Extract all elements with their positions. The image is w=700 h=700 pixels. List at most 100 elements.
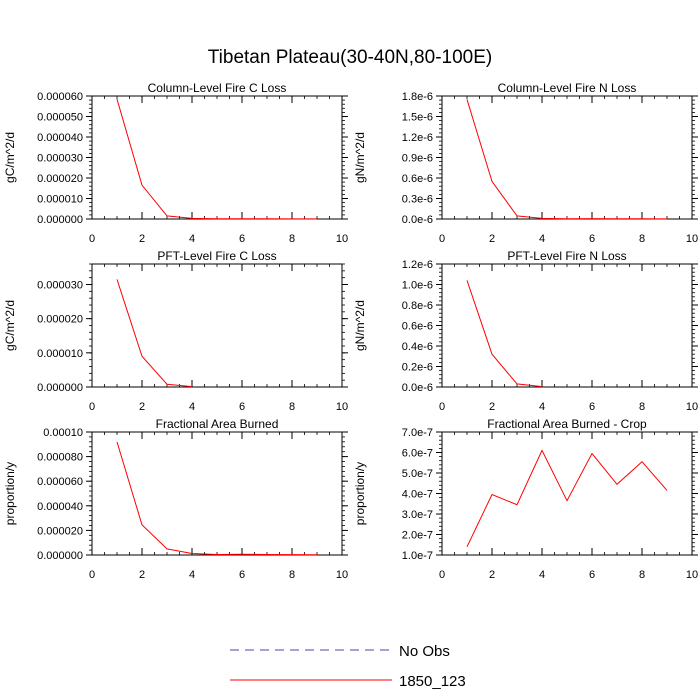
y-tick-label: 1.5e-6: [402, 112, 433, 124]
x-tick-label: 0: [89, 233, 95, 245]
x-tick-label: 8: [289, 569, 295, 581]
x-tick-label: 4: [189, 569, 195, 581]
plot-frame: [441, 431, 693, 556]
y-tick-label: 0.000000: [37, 214, 83, 226]
y-tick-label: 0.3e-6: [402, 194, 433, 206]
x-tick-label: 6: [589, 233, 595, 245]
y-tick-label: 1.2e-6: [402, 259, 433, 271]
x-tick-label: 10: [686, 569, 698, 581]
y-tick-label: 0.9e-6: [402, 153, 433, 165]
y-axis-label: gN/m^2/d: [353, 132, 367, 183]
chart-panel-6: Fractional Area Burned - Crop proportion/…: [353, 417, 698, 581]
x-tick-label: 0: [89, 569, 95, 581]
legend: No Obs 1850_123: [230, 643, 466, 690]
plot-frame: [91, 95, 343, 220]
chart-title: PFT-Level Fire N Loss: [507, 249, 626, 263]
y-tick-label: 0.000040: [37, 501, 83, 513]
chart-title: Column-Level Fire N Loss: [498, 81, 637, 95]
y-tick-label: 0.000020: [37, 314, 83, 326]
series-line-1850-123: [116, 98, 318, 220]
chart-panel-1: Column-Level Fire C Loss gC/m^2/d 0 2 4 6 8 10 0…: [3, 81, 348, 245]
y-tick-label: 0.2e-6: [402, 362, 433, 374]
x-tick-label: 10: [336, 401, 348, 413]
x-tick-label: 10: [336, 233, 348, 245]
x-tick-label: 6: [239, 569, 245, 581]
x-tick-label: 6: [239, 233, 245, 245]
plot-frame: [91, 431, 343, 556]
y-axis-label: gC/m^2/d: [3, 300, 17, 351]
x-tick-label: 2: [139, 233, 145, 245]
legend-label-1: No Obs: [399, 643, 450, 660]
y-tick-label: 1.8e-6: [402, 91, 433, 103]
y-tick-label: 4.0e-7: [402, 489, 433, 501]
legend-label-2: 1850_123: [399, 673, 466, 690]
plot-frame: [441, 95, 693, 220]
x-tick-label: 8: [639, 233, 645, 245]
y-tick-label: 0.000060: [37, 91, 83, 103]
x-tick-label: 8: [639, 569, 645, 581]
x-tick-label: 2: [139, 401, 145, 413]
y-tick-label: 0.000000: [37, 550, 83, 562]
y-tick-label: 0.0e-6: [402, 382, 433, 394]
y-axis-label: proportion/y: [3, 462, 17, 525]
y-tick-label: 0.6e-6: [402, 321, 433, 333]
y-tick-label: 1.0e-7: [402, 550, 433, 562]
x-tick-label: 2: [489, 233, 495, 245]
y-axis-label: gC/m^2/d: [3, 132, 17, 183]
x-tick-label: 2: [489, 401, 495, 413]
x-tick-label: 0: [439, 401, 445, 413]
y-tick-label: 6.0e-7: [402, 448, 433, 460]
y-tick-label: 2.0e-7: [402, 530, 433, 542]
y-tick-label: 1.2e-6: [402, 132, 433, 144]
x-tick-label: 10: [686, 233, 698, 245]
x-tick-label: 4: [189, 401, 195, 413]
x-tick-label: 2: [139, 569, 145, 581]
chart-title: Column-Level Fire C Loss: [148, 81, 287, 95]
y-tick-label: 0.000000: [37, 382, 83, 394]
chart-title: Fractional Area Burned: [156, 417, 279, 431]
x-tick-label: 4: [539, 569, 545, 581]
chart-panel-3: PFT-Level Fire C Loss gC/m^2/d 0 2 4 6 8 10 0.00…: [3, 249, 348, 413]
x-tick-label: 6: [239, 401, 245, 413]
y-tick-label: 0.000050: [37, 112, 83, 124]
series-line-1850-123: [466, 449, 668, 548]
x-tick-label: 2: [489, 569, 495, 581]
series-line-1850-123: [116, 441, 318, 556]
plot-frame: [441, 263, 693, 388]
y-tick-label: 0.000030: [37, 280, 83, 292]
y-tick-label: 1.0e-6: [402, 280, 433, 292]
x-tick-label: 0: [439, 233, 445, 245]
y-tick-label: 0.000040: [37, 132, 83, 144]
x-tick-label: 8: [639, 401, 645, 413]
x-tick-label: 8: [289, 233, 295, 245]
series-line-1850-123: [466, 99, 668, 220]
y-tick-label: 0.000060: [37, 476, 83, 488]
x-tick-label: 0: [89, 401, 95, 413]
chart-title: PFT-Level Fire C Loss: [157, 249, 276, 263]
x-tick-label: 10: [336, 569, 348, 581]
x-tick-label: 6: [589, 401, 595, 413]
y-tick-label: 0.000020: [37, 525, 83, 537]
x-tick-label: 4: [539, 233, 545, 245]
x-tick-label: 4: [539, 401, 545, 413]
y-tick-label: 3.0e-7: [402, 509, 433, 521]
y-tick-label: 7.0e-7: [402, 427, 433, 439]
x-tick-label: 10: [686, 401, 698, 413]
y-tick-label: 5.0e-7: [402, 468, 433, 480]
y-tick-label: 0.6e-6: [402, 173, 433, 185]
x-tick-label: 4: [189, 233, 195, 245]
y-tick-label: 0.00010: [43, 427, 83, 439]
chart-panel-2: Column-Level Fire N Loss gN/m^2/d 0 2 4 6 8 10 0…: [353, 81, 698, 245]
y-axis-label: gN/m^2/d: [353, 300, 367, 351]
series-line-1850-123: [116, 279, 193, 388]
y-tick-label: 0.4e-6: [402, 341, 433, 353]
chart-panel-4: PFT-Level Fire N Loss gN/m^2/d 0 2 4 6 8 10 0.0e…: [353, 249, 698, 413]
x-tick-label: 0: [439, 569, 445, 581]
y-tick-label: 0.000020: [37, 173, 83, 185]
y-tick-label: 0.000080: [37, 452, 83, 464]
y-axis-label: proportion/y: [353, 462, 367, 525]
x-tick-label: 6: [589, 569, 595, 581]
y-tick-label: 0.8e-6: [402, 300, 433, 312]
chart-title: Fractional Area Burned - Crop: [487, 417, 647, 431]
